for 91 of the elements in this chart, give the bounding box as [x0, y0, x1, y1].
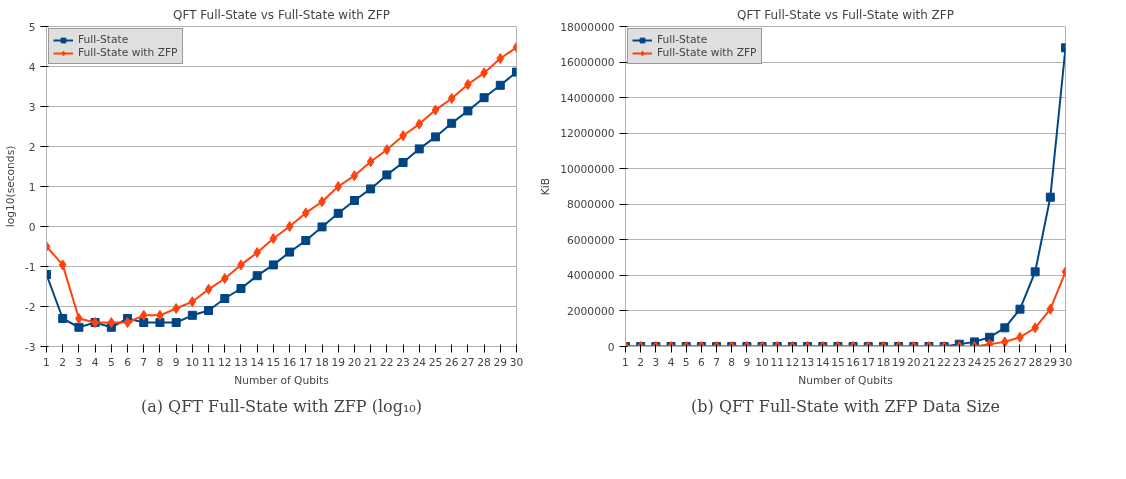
- x-tick-label: 28: [477, 355, 492, 369]
- x-tick-label: 7: [713, 355, 720, 369]
- text: (a) QFT Full-State with ZFP (log₁₀): [140, 396, 423, 416]
- x-tick-label: 11: [201, 355, 216, 369]
- x-tick-label: 3: [75, 355, 83, 369]
- legend-label: Full-State with ZFP: [657, 46, 757, 59]
- y-tick-label: 2000000: [567, 304, 615, 318]
- x-tick-label: 23: [952, 355, 967, 369]
- x-tick-label: 10: [185, 355, 200, 369]
- x-tick-label: 25: [428, 355, 443, 369]
- y-tick-label: 1: [28, 180, 36, 194]
- y-tick-label: 14000000: [560, 91, 615, 105]
- y-tick-label: 0: [607, 340, 615, 354]
- x-tick-label: 1: [43, 355, 50, 369]
- text: (b) QFT Full-State with ZFP Data Size: [691, 396, 1000, 416]
- x-tick-label: 24: [412, 355, 427, 369]
- y-axis-title: log10(seconds): [3, 145, 17, 228]
- y-axis-title: KiB: [539, 177, 553, 196]
- x-tick-label: 30: [509, 355, 524, 369]
- x-tick-label: 22: [937, 355, 951, 369]
- y-tick-label: 5: [28, 20, 36, 34]
- x-tick-label: 25: [982, 355, 997, 369]
- x-tick-label: 19: [891, 355, 906, 369]
- x-tick-label: 4: [91, 355, 99, 369]
- x-tick-label: 9: [743, 355, 751, 369]
- y-tick-label: 4: [28, 60, 36, 74]
- x-axis-title: Number of Qubits: [798, 373, 894, 387]
- y-tick-label: -2: [24, 300, 36, 314]
- x-tick-label: 7: [140, 355, 148, 369]
- y-tick-label: 16000000: [560, 56, 615, 70]
- chart-title: QFT Full-State vs Full-State with ZFP: [737, 7, 954, 22]
- x-tick-label: 16: [282, 355, 297, 369]
- y-tick-label: 10000000: [560, 162, 615, 176]
- x-tick-label: 27: [461, 355, 475, 369]
- x-tick-label: 26: [998, 355, 1012, 369]
- legend-label: Full-State: [657, 33, 708, 46]
- x-tick-label: 20: [347, 355, 362, 369]
- y-tick-label: 3: [28, 100, 36, 114]
- x-tick-label: 13: [234, 355, 248, 369]
- legend-label: Full-State: [78, 33, 129, 46]
- x-tick-label: 3: [652, 355, 660, 369]
- x-tick-label: 5: [107, 355, 115, 369]
- chart-title: QFT Full-State vs Full-State with ZFP: [173, 7, 390, 22]
- x-tick-label: 24: [967, 355, 982, 369]
- x-tick-label: 11: [770, 355, 785, 369]
- x-tick-label: 30: [1058, 355, 1073, 369]
- x-tick-label: 8: [156, 355, 164, 369]
- y-tick-label: -1: [24, 260, 36, 274]
- x-tick-label: 12: [218, 355, 232, 369]
- x-axis-title: Number of Qubits: [234, 373, 330, 387]
- x-tick-label: 20: [907, 355, 921, 369]
- legend-label: Full-State with ZFP: [78, 46, 178, 59]
- x-tick-label: 15: [831, 355, 845, 369]
- y-tick-label: 4000000: [567, 269, 615, 283]
- y-tick-label: -3: [24, 340, 36, 354]
- x-tick-label: 9: [172, 355, 180, 369]
- x-tick-label: 10: [755, 355, 770, 369]
- y-tick-label: 0: [28, 220, 36, 234]
- y-tick-label: 18000000: [560, 20, 615, 34]
- x-tick-label: 26: [444, 355, 459, 369]
- y-tick-label: 6000000: [567, 233, 615, 247]
- x-tick-label: 21: [922, 355, 936, 369]
- x-tick-label: 6: [697, 355, 705, 369]
- x-tick-label: 2: [59, 355, 67, 369]
- y-tick-label: 12000000: [560, 127, 615, 141]
- x-tick-label: 18: [876, 355, 891, 369]
- y-tick-label: 8000000: [567, 198, 615, 212]
- x-tick-label: 8: [728, 355, 736, 369]
- x-tick-label: 28: [1028, 355, 1043, 369]
- x-tick-label: 2: [637, 355, 645, 369]
- x-tick-label: 4: [667, 355, 675, 369]
- x-tick-label: 5: [682, 355, 690, 369]
- x-tick-label: 29: [493, 355, 508, 369]
- x-tick-label: 12: [785, 355, 800, 369]
- x-tick-label: 13: [800, 355, 815, 369]
- x-tick-label: 6: [124, 355, 132, 369]
- x-tick-label: 18: [315, 355, 330, 369]
- x-tick-label: 14: [815, 355, 830, 369]
- x-tick-label: 29: [1043, 355, 1058, 369]
- y-tick-label: 2: [28, 140, 36, 154]
- x-tick-label: 22: [380, 355, 394, 369]
- x-tick-label: 1: [622, 355, 629, 369]
- x-tick-label: 15: [266, 355, 281, 369]
- x-tick-label: 17: [299, 355, 313, 369]
- x-tick-label: 27: [1013, 355, 1027, 369]
- x-tick-label: 16: [846, 355, 861, 369]
- x-tick-label: 14: [250, 355, 265, 369]
- x-tick-label: 21: [363, 355, 378, 369]
- x-tick-label: 19: [331, 355, 346, 369]
- x-tick-label: 17: [861, 355, 876, 369]
- x-tick-label: 23: [396, 355, 410, 369]
